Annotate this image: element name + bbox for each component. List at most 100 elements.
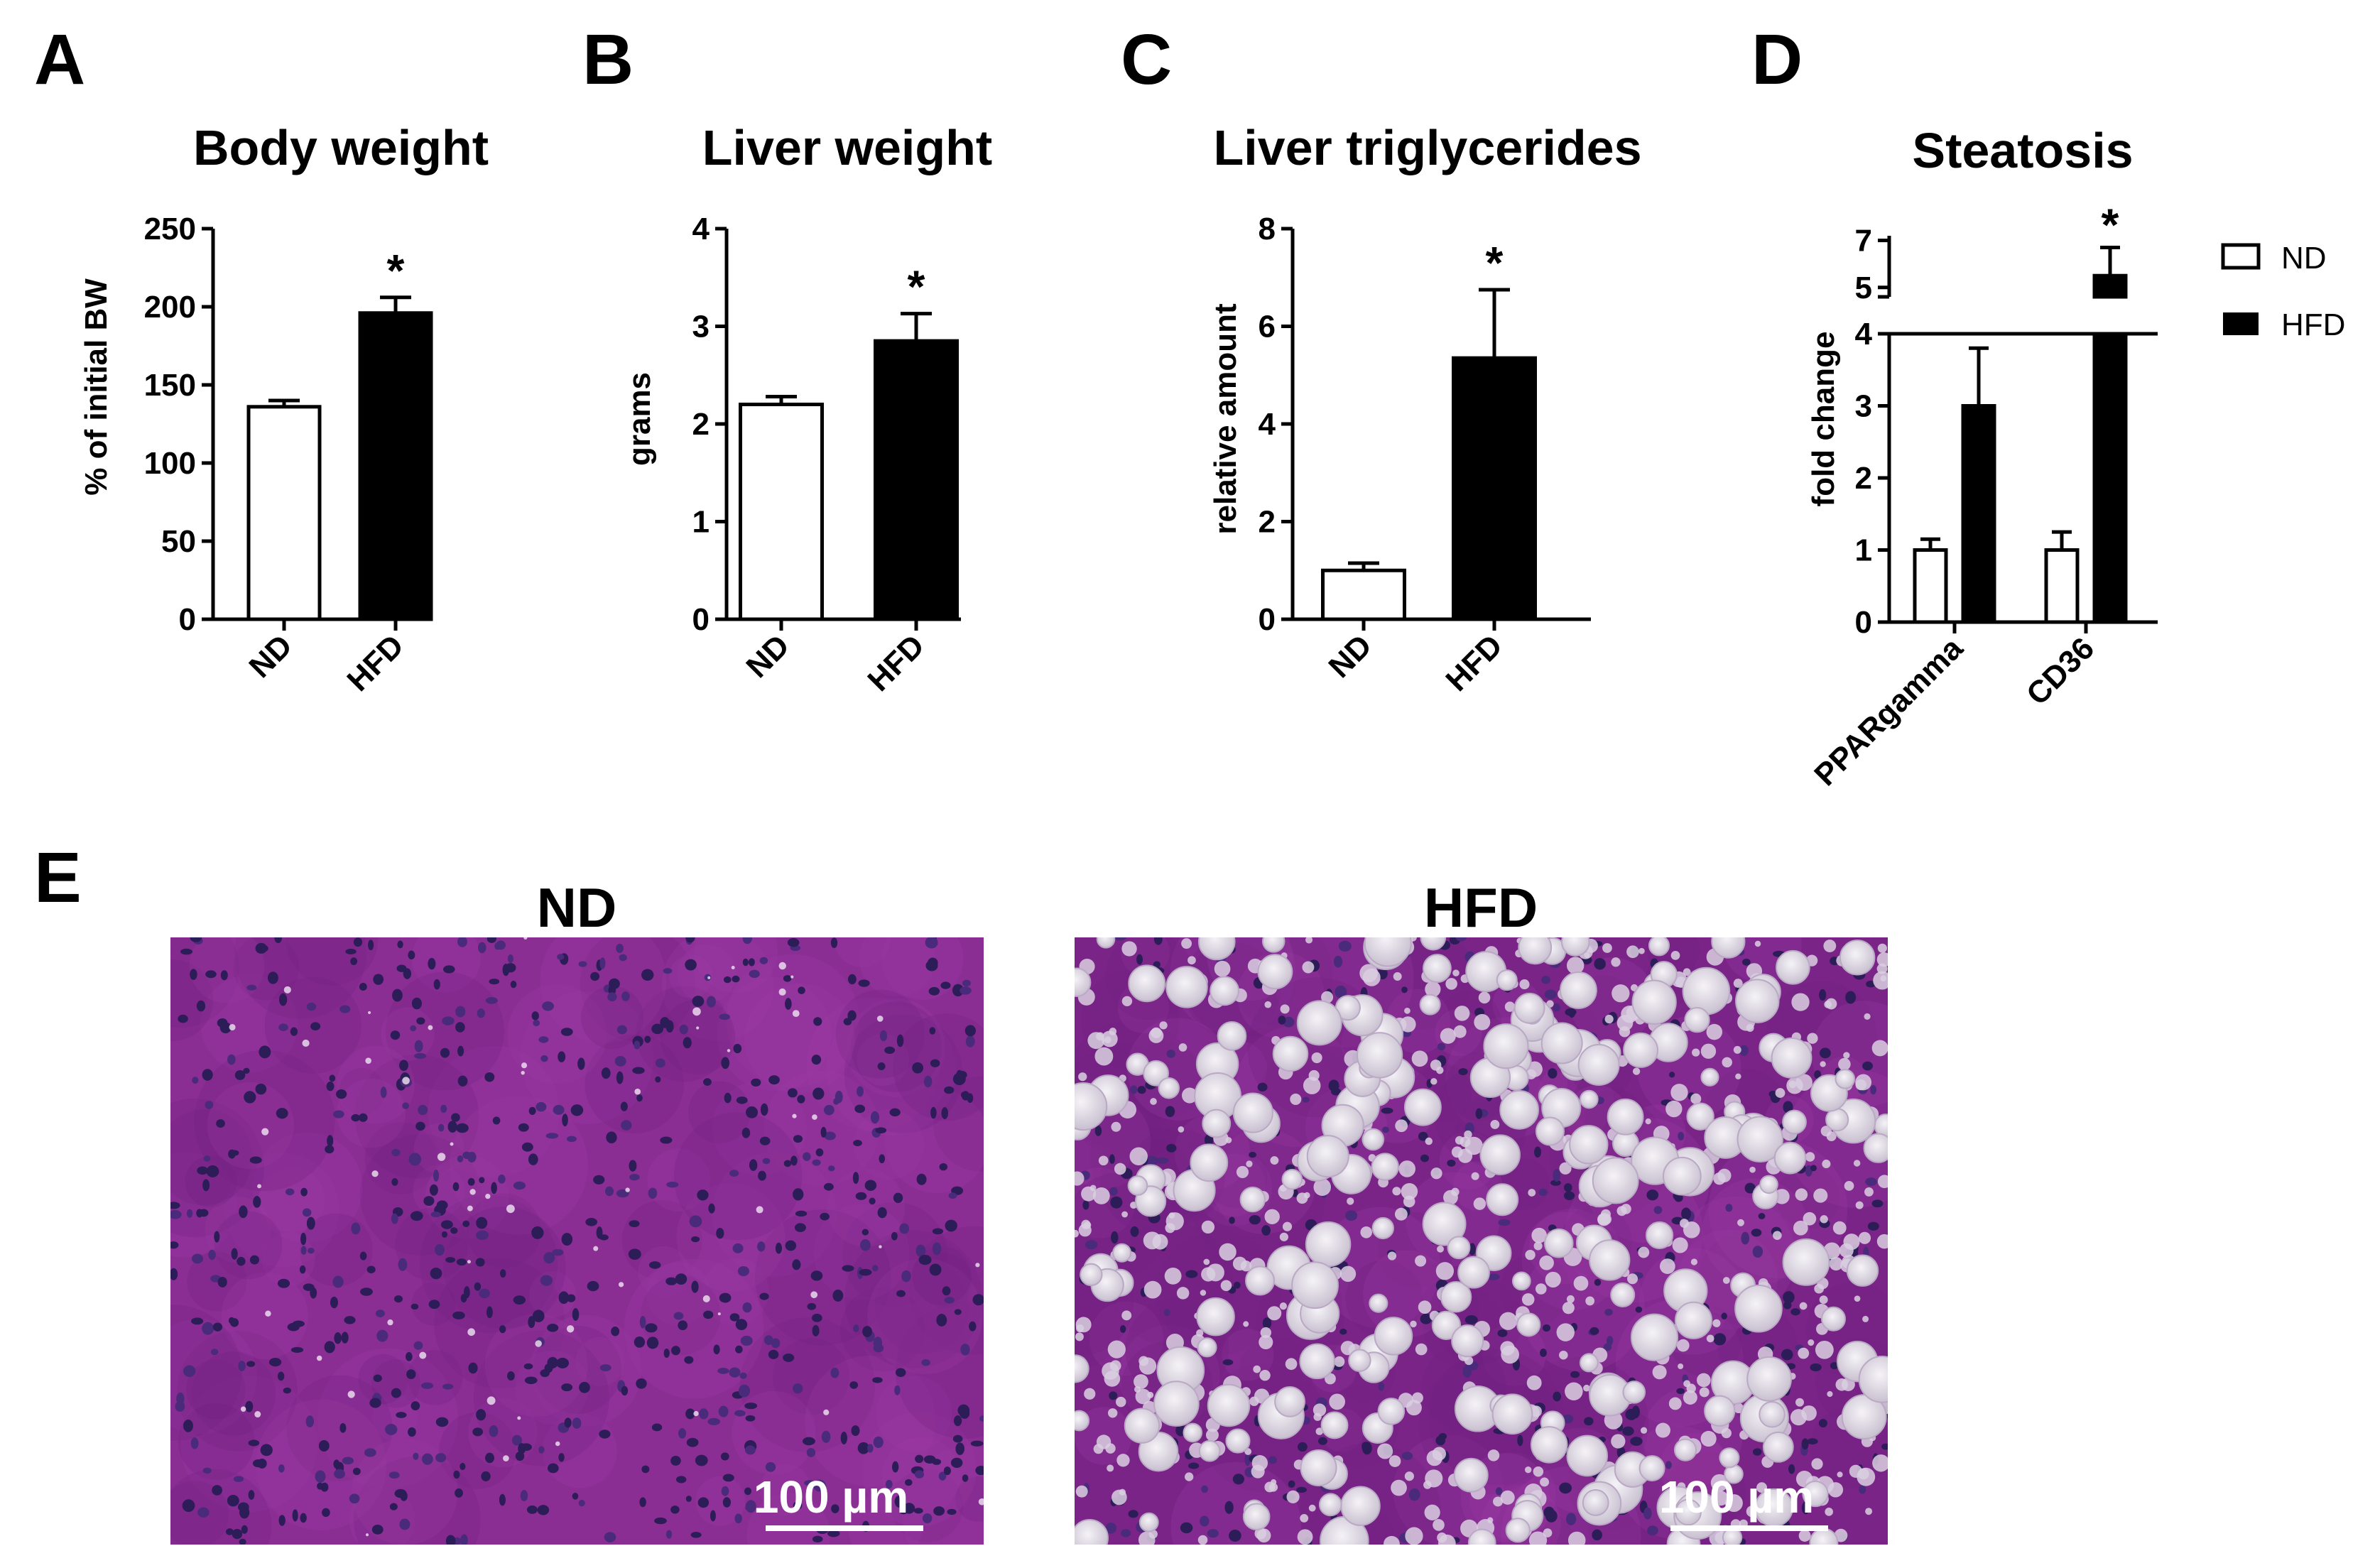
small-fat-droplet <box>1453 1025 1467 1038</box>
nucleus <box>385 1424 398 1435</box>
nucleus <box>208 1249 216 1261</box>
vacuole <box>756 1206 763 1214</box>
small-fat-droplet <box>1078 1072 1087 1082</box>
small-fat-droplet <box>1464 1130 1472 1139</box>
nucleus <box>813 1479 826 1492</box>
nucleus <box>1543 1506 1555 1518</box>
nucleus <box>430 1268 442 1280</box>
nucleus <box>206 1165 219 1177</box>
fat-droplet <box>1746 1356 1792 1402</box>
nucleus <box>783 1160 792 1167</box>
small-fat-droplet <box>1690 1258 1698 1265</box>
small-fat-droplet <box>1205 1428 1219 1442</box>
nucleus <box>422 1453 433 1465</box>
small-fat-droplet <box>1302 961 1315 974</box>
nucleus <box>552 1248 564 1256</box>
nucleus <box>259 1045 271 1059</box>
fat-droplet <box>1320 1411 1349 1439</box>
nucleus <box>531 1226 544 1239</box>
small-fat-droplet <box>1670 951 1680 960</box>
y-tick-label: 0 <box>179 602 196 637</box>
nucleus <box>1283 1016 1295 1028</box>
nucleus <box>1665 1461 1672 1469</box>
nucleus <box>492 1116 501 1125</box>
nucleus <box>292 1509 298 1522</box>
nucleus <box>536 1101 547 1112</box>
nucleus <box>445 1257 456 1263</box>
fat-droplet <box>1261 937 1286 953</box>
vacuole <box>371 1170 379 1177</box>
fat-droplet <box>1112 1243 1132 1263</box>
nucleus <box>486 1306 493 1319</box>
small-fat-droplet <box>1246 1160 1253 1167</box>
nucleus <box>577 1057 585 1070</box>
tissue-patch <box>575 1336 625 1387</box>
vacuole <box>265 1310 271 1317</box>
nucleus <box>1185 1270 1198 1278</box>
y-tick-label: 200 <box>144 290 196 325</box>
nucleus <box>639 1316 646 1329</box>
nucleus <box>879 1030 888 1042</box>
nucleus <box>889 1108 901 1117</box>
nucleus <box>352 1467 361 1476</box>
fat-droplet <box>1863 1133 1888 1163</box>
tissue-patch <box>413 1123 464 1174</box>
nucleus <box>234 1069 246 1080</box>
vacuole <box>696 1026 700 1030</box>
small-fat-droplet <box>1143 1231 1161 1250</box>
small-fat-droplet <box>1129 1147 1148 1165</box>
small-fat-droplet <box>1611 1434 1626 1449</box>
bar-hfd <box>1961 404 1996 624</box>
small-fat-droplet <box>1652 1365 1667 1380</box>
nucleus <box>1232 1474 1244 1485</box>
y-tick-label: 7 <box>1855 224 1872 258</box>
small-fat-droplet <box>1820 1061 1826 1067</box>
fat-droplet <box>1183 1422 1203 1443</box>
small-fat-droplet <box>1706 1023 1723 1040</box>
vacuole <box>566 1325 575 1333</box>
nucleus <box>621 1120 632 1131</box>
nucleus <box>685 937 695 943</box>
nucleus <box>307 1247 315 1254</box>
nucleus <box>629 1174 640 1181</box>
bar-nd <box>739 403 824 621</box>
nucleus <box>447 1121 457 1133</box>
nucleus <box>220 970 228 981</box>
nucleus <box>1647 1525 1658 1536</box>
nucleus <box>246 984 257 991</box>
tissue-patch <box>530 1314 642 1427</box>
x-tick-label: ND <box>1322 628 1379 685</box>
nucleus <box>225 1528 234 1535</box>
nucleus <box>793 1501 803 1510</box>
small-fat-droplet <box>1340 1341 1355 1356</box>
tissue-patch <box>233 937 299 1001</box>
nucleus <box>238 1361 246 1371</box>
nucleus <box>685 1496 692 1502</box>
small-fat-droplet <box>1425 981 1441 998</box>
y-axis-label: relative amount <box>1208 303 1243 535</box>
nucleus <box>199 1209 209 1217</box>
nucleus <box>735 1345 743 1354</box>
small-fat-droplet <box>1297 1529 1313 1545</box>
nucleus <box>1130 1085 1138 1094</box>
nucleus <box>1487 1273 1500 1280</box>
nucleus <box>872 1265 879 1272</box>
nucleus <box>1681 1207 1692 1221</box>
fat-droplet <box>1274 1385 1305 1417</box>
nucleus <box>300 1513 307 1523</box>
micrograph-nd-panel: ND 100 µm <box>170 876 984 1545</box>
nucleus <box>368 940 374 951</box>
fat-droplet <box>1431 1310 1462 1340</box>
nucleus <box>435 1243 445 1256</box>
nucleus <box>1455 937 1467 942</box>
panel-letter-e: E <box>34 838 82 918</box>
fat-droplet <box>1486 1183 1519 1216</box>
nucleus <box>1136 954 1143 965</box>
fat-droplet <box>1356 1032 1403 1079</box>
tissue-patch <box>695 1476 746 1526</box>
nucleus <box>785 998 792 1010</box>
small-fat-droplet <box>1584 952 1590 959</box>
nucleus <box>1865 1177 1877 1187</box>
nucleus <box>210 1349 219 1356</box>
nucleus <box>391 1178 398 1186</box>
